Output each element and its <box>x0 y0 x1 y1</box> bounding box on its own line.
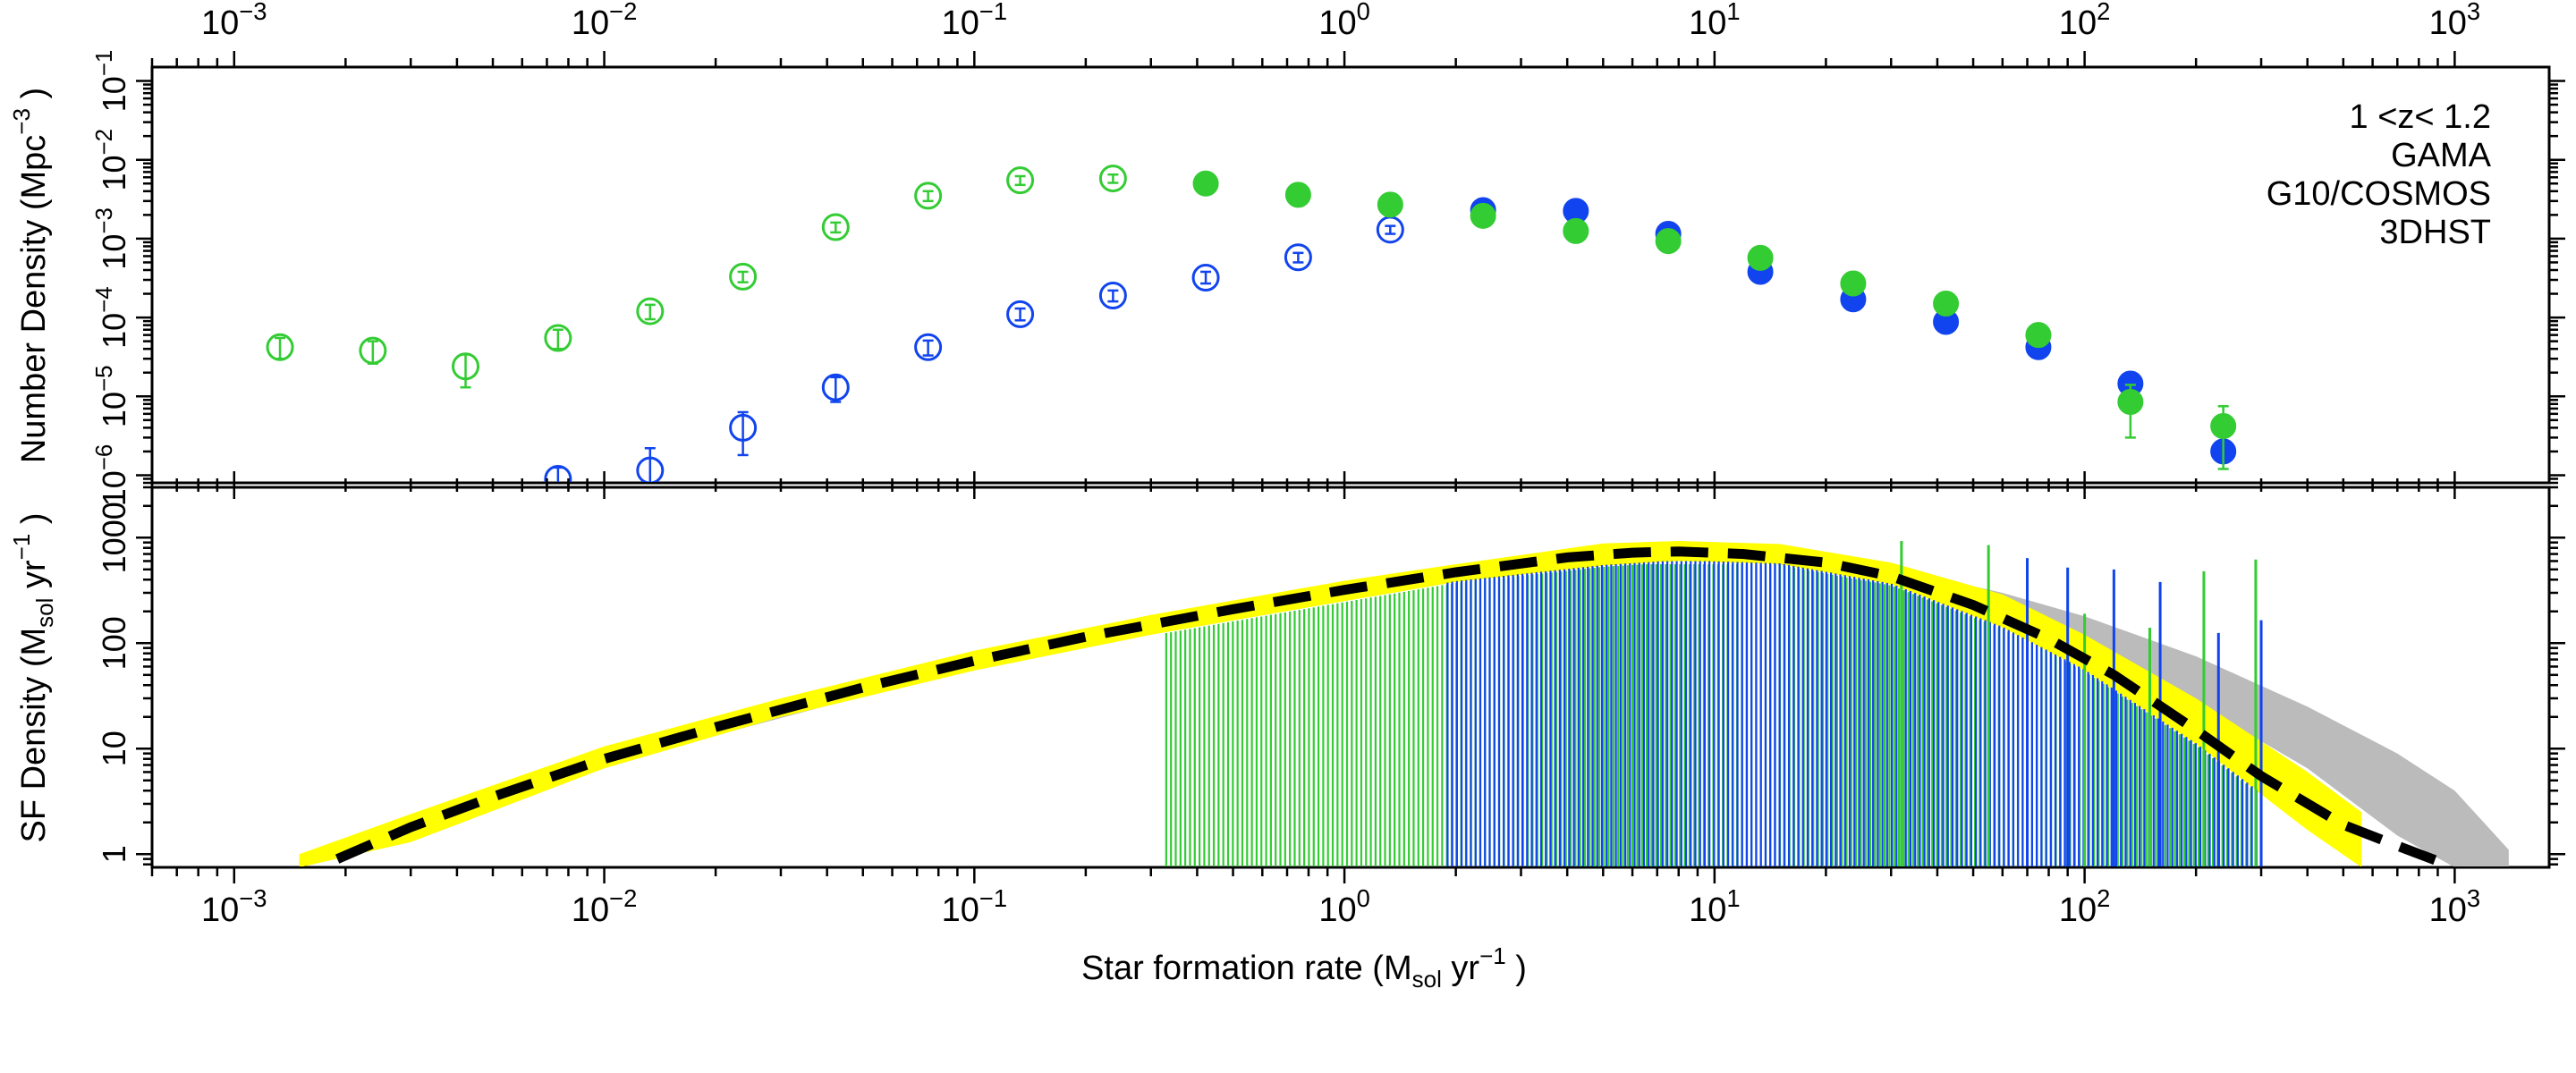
x-tick-label-top: 102 <box>2059 0 2111 42</box>
top-panel-plot <box>266 165 2237 482</box>
x-tick-label-top: 10−1 <box>942 0 1007 42</box>
top-panel-y-axis-label: Number Density (Mpc−3 ) <box>8 88 53 463</box>
3dhst-filled-point <box>1470 202 1496 229</box>
legend-redshift: 1 <z< 1.2 <box>2350 98 2491 136</box>
3dhst-open-point <box>821 213 850 241</box>
3dhst-open-point <box>636 297 665 325</box>
x-tick-label-top: 10−2 <box>572 0 637 42</box>
y-tick-label-top: 10−2 <box>92 129 132 191</box>
legend-3dhst: 3DHST <box>2379 214 2491 251</box>
3dhst-filled-point <box>1192 170 1219 197</box>
bottom-panel-plot <box>299 541 2509 866</box>
top-panel-frame <box>150 65 2551 485</box>
3dhst-filled-point <box>1284 182 1311 208</box>
x-tick-label-bottom: 102 <box>2059 884 2111 929</box>
y-tick-label-bottom: 10 <box>96 731 132 766</box>
3dhst-filled-point <box>1840 270 1867 297</box>
x-tick-label-bottom: 103 <box>2429 884 2481 929</box>
3dhst-open-point <box>359 336 387 365</box>
3dhst-open-point <box>452 352 480 381</box>
g10-cosmos-open-point <box>821 373 850 401</box>
3dhst-open-point <box>1006 166 1035 195</box>
x-tick-label-top: 10−3 <box>201 0 267 42</box>
g10-cosmos-open-point <box>1284 243 1312 272</box>
g10-cosmos-open-point <box>914 333 943 361</box>
g10-cosmos-open-point <box>544 464 572 482</box>
y-tick-label-top: 10−1 <box>92 50 132 113</box>
3dhst-filled-point <box>1377 191 1403 218</box>
3dhst-open-point <box>1098 165 1127 193</box>
best-fit-line <box>335 546 2449 866</box>
x-tick-label-bottom: 10−3 <box>201 884 267 929</box>
x-tick-label-top: 103 <box>2429 0 2481 42</box>
3dhst-filled-point <box>1563 217 1589 244</box>
3dhst-filled-point <box>2025 322 2052 349</box>
y-tick-label-bottom: 100 <box>96 616 132 670</box>
bottom-panel-frame <box>150 486 2551 869</box>
x-axis-label: Star formation rate (Msol yr−1 ) <box>1081 942 1527 993</box>
y-tick-label-bottom: 1 <box>96 845 132 863</box>
g10-cosmos-open-point <box>729 413 758 442</box>
x-tick-label-bottom: 10−1 <box>942 884 1007 929</box>
3dhst-filled-point <box>1655 228 1682 255</box>
legend-gama: GAMA <box>2391 137 2492 174</box>
legend: 1 <z< 1.2 GAMA G10/COSMOS 3DHST <box>2267 98 2492 251</box>
y-tick-label-top: 10−3 <box>92 207 132 270</box>
legend-g10-cosmos: G10/COSMOS <box>2267 175 2491 213</box>
y-tick-label-top: 10−5 <box>92 365 132 427</box>
g10-cosmos-open-point <box>1191 264 1220 292</box>
g10-cosmos-open-point <box>1006 300 1035 328</box>
3dhst-open-point <box>544 324 572 352</box>
x-tick-label-bottom: 10−2 <box>572 884 637 929</box>
3dhst-filled-point <box>1933 291 1960 317</box>
3dhst-filled-point <box>1747 244 1774 271</box>
g10-cosmos-open-point <box>1098 282 1127 310</box>
y-tick-label-bottom: 1000 <box>96 502 132 573</box>
x-tick-label-bottom: 100 <box>1318 884 1370 929</box>
y-tick-label-top: 10−4 <box>92 286 132 349</box>
3dhst-filled-point <box>2117 388 2144 415</box>
y-tick-label-top: 10−6 <box>92 444 132 507</box>
g10-cosmos-open-point <box>636 456 665 482</box>
3dhst-open-point <box>729 262 758 291</box>
3dhst-open-point <box>914 182 943 210</box>
x-tick-label-bottom: 101 <box>1689 884 1741 929</box>
x-tick-label-top: 101 <box>1689 0 1741 42</box>
bottom-panel-y-axis-label: SF Density (Msol yr−1 ) <box>8 512 58 842</box>
3dhst-open-point <box>266 333 294 361</box>
x-tick-label-top: 100 <box>1318 0 1370 42</box>
3dhst-filled-point <box>2210 412 2237 439</box>
